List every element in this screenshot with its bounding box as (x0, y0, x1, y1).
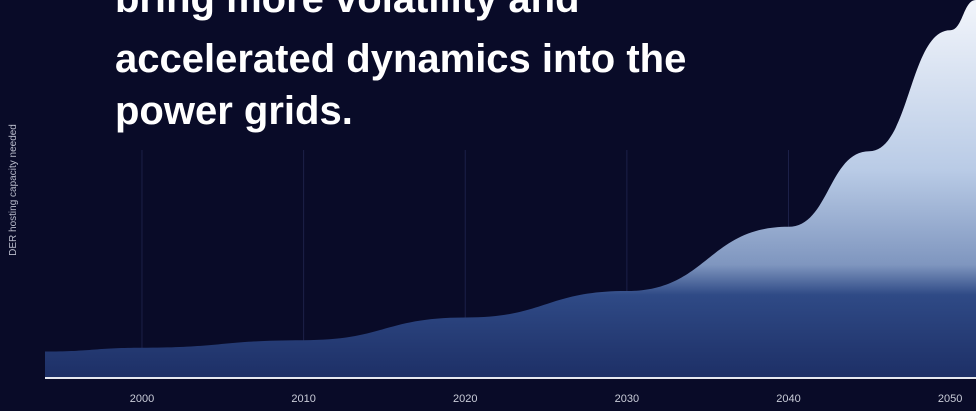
title-line: bring more volatility and (115, 0, 580, 21)
title: bring more volatility and accelerated dyn… (115, 0, 686, 133)
area (45, 0, 976, 378)
x-tick-label: 2020 (453, 393, 477, 405)
plot-area (45, 0, 976, 378)
x-tick-label: 2000 (130, 393, 154, 405)
y-axis-label: DER hosting capacity needed (8, 124, 19, 256)
x-tick-label: 2050 (938, 393, 962, 405)
x-tick-label: 2010 (291, 393, 315, 405)
title-line: power grids. (115, 89, 353, 133)
x-tick-label: 2040 (776, 393, 800, 405)
x-tick-label: 2030 (615, 393, 639, 405)
title-line: accelerated dynamics into the (115, 37, 686, 81)
